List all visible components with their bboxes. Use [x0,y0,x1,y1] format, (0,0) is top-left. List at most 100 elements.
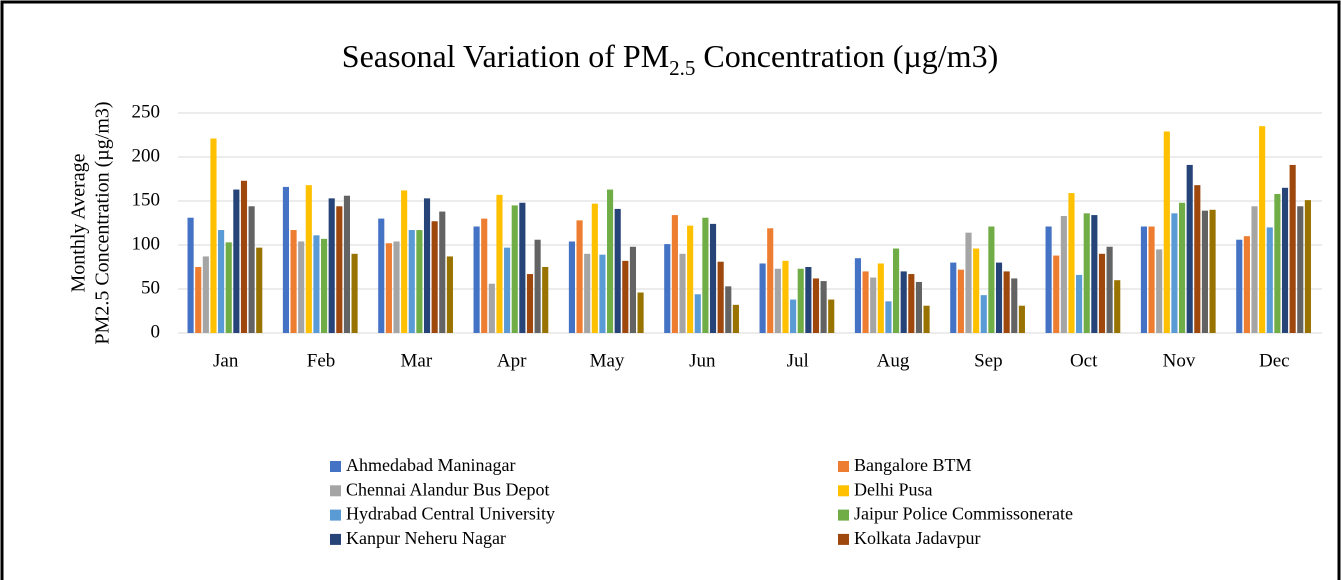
bar [709,223,717,333]
legend-swatch [838,533,849,545]
bar [378,218,385,333]
bar [393,241,400,333]
legend-swatch [330,533,341,545]
bar [328,198,335,333]
bar [973,248,980,333]
bar [568,241,575,333]
bar [218,230,225,333]
bar [797,268,804,333]
bar [1201,210,1209,333]
bar [828,299,835,333]
bar [900,271,907,333]
bar [965,232,972,333]
bar [790,299,797,333]
bar [576,220,583,333]
bar [488,283,495,333]
bar [1053,255,1060,333]
bar [1259,126,1266,333]
bar [1297,206,1304,333]
title-subscript: 2.5 [669,56,695,80]
bar [248,206,255,333]
bar [1236,239,1243,333]
bar [854,258,861,333]
bar [519,202,526,333]
bar [629,246,637,333]
bar [1106,246,1113,333]
y-tick-label: 0 [151,321,161,342]
bar [893,248,900,333]
bar [446,256,453,333]
bar [195,267,202,333]
bar [1171,213,1178,333]
bar [1186,164,1193,333]
x-tick-label: Jul [787,350,809,371]
legend-label: Kolkata Jadavpur [854,528,980,548]
bar [1045,226,1052,333]
bar [526,274,534,333]
bar [504,247,511,333]
bar [439,211,446,333]
x-tick-label: Nov [1163,350,1196,371]
bar [210,138,217,333]
bar [957,269,964,333]
legend-swatch [330,461,341,472]
bar [1148,226,1155,333]
bar [1209,209,1216,333]
title-part: Seasonal Variation of PM [342,38,669,74]
bar [774,268,781,333]
bar [995,262,1003,333]
bar [1091,215,1098,333]
bar [408,230,415,333]
bar [679,253,686,333]
bar [1304,200,1311,333]
bar [282,186,289,333]
bar [870,277,877,333]
bar [1274,193,1281,333]
bar [862,271,869,333]
bar [336,206,343,333]
chart-title: Seasonal Variation of PM2.5 Concentration… [342,38,998,79]
bar [664,244,671,333]
bar [1194,185,1201,333]
x-tick-label: Dec [1259,350,1290,371]
bar [240,180,248,333]
legend-swatch [838,509,849,521]
bar [1018,305,1025,333]
y-axis-label: PM2.5 Concentration (µg/m3) [92,101,114,344]
bar [1060,215,1067,333]
bar [481,218,488,333]
bar [385,243,392,333]
x-tick-label: Apr [497,350,527,371]
bar [1156,249,1163,333]
bar [923,305,930,333]
y-tick-label: 200 [132,145,161,166]
bar [202,256,209,333]
bar [1011,278,1018,333]
legend-label: Delhi Pusa [854,479,933,499]
y-tick-label: 150 [132,189,161,210]
bar [622,260,629,333]
bar [534,239,541,333]
bar [988,226,995,333]
x-tick-label: Sep [974,350,1003,371]
bar [473,226,480,333]
bar [187,217,194,333]
bar [305,185,312,333]
bar [637,292,644,333]
x-tick-label: Jun [689,350,716,371]
bar [1114,280,1121,333]
bar [908,274,915,333]
bar [1068,193,1075,333]
bar [812,278,820,333]
legend-label: Bangalore BTM [854,455,971,475]
x-tick-label: Aug [877,350,910,371]
bar [805,267,812,333]
bar [1266,227,1273,333]
legend-label: Kanpur Neheru Nagar [346,528,506,548]
bar [233,189,240,333]
legend-swatch [330,509,341,521]
y-tick-label: 50 [141,277,160,298]
bar [915,281,923,333]
